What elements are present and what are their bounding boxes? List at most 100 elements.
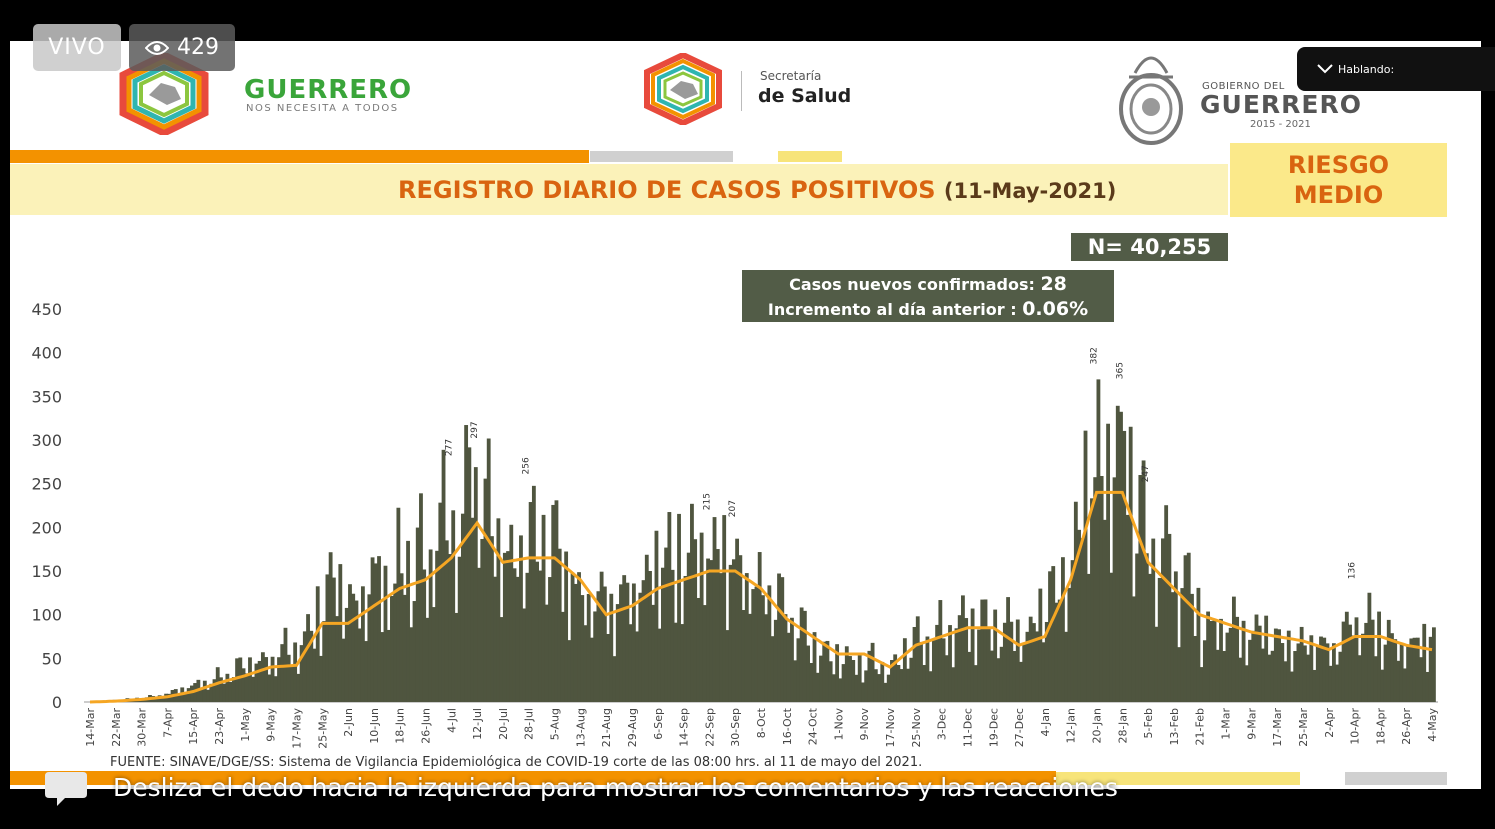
bar — [590, 637, 594, 702]
bar — [1048, 571, 1052, 702]
bar — [612, 656, 617, 702]
bar — [193, 683, 198, 702]
bar — [641, 580, 646, 702]
bar — [431, 607, 436, 702]
bar — [257, 660, 262, 702]
bar — [1402, 668, 1407, 702]
data-label: 297 — [470, 421, 480, 438]
bar — [628, 624, 633, 702]
x-tick-label: 28-Jan — [1116, 708, 1129, 744]
data-label: 277 — [444, 439, 454, 456]
salud-logo-icon — [644, 53, 722, 125]
data-label: 247 — [1141, 465, 1151, 482]
bar — [541, 514, 546, 702]
bar — [973, 665, 978, 702]
bar — [1206, 611, 1211, 702]
bar — [822, 641, 827, 702]
government-label-small: GOBIERNO DEL — [1202, 81, 1285, 92]
bar — [1273, 628, 1278, 702]
bar — [1283, 661, 1288, 702]
salud-divider — [741, 71, 742, 111]
bar — [957, 615, 962, 702]
bar — [254, 663, 259, 702]
bar — [815, 672, 820, 702]
bar — [764, 614, 769, 702]
bar — [167, 693, 172, 702]
x-tick-label: 20-Jan — [1091, 708, 1104, 744]
bar — [1325, 643, 1330, 702]
bar — [1390, 633, 1394, 702]
bar — [938, 600, 943, 702]
bar — [622, 575, 627, 702]
bar — [1144, 553, 1149, 702]
bar — [1331, 643, 1336, 702]
bar — [944, 655, 949, 702]
bar — [1319, 636, 1323, 702]
bar — [406, 540, 410, 702]
bar — [241, 668, 246, 702]
bar — [857, 653, 862, 702]
y-tick-label: 50 — [42, 649, 62, 668]
source-note: FUENTE: SINAVE/DGE/SS: Sistema de Vigila… — [110, 755, 923, 770]
x-tick-label: 2-Apr — [1323, 708, 1336, 738]
bar — [693, 539, 698, 702]
bar — [299, 645, 304, 702]
bar — [286, 654, 291, 702]
bar — [738, 555, 743, 702]
bar — [280, 644, 285, 702]
bar — [783, 614, 788, 702]
bar — [725, 630, 730, 702]
bar — [696, 597, 701, 702]
bar — [1154, 626, 1159, 702]
x-tick-label: 16-Oct — [781, 707, 794, 745]
daily-cases-chart: 0 50 100 150 200 250 300 350 400 450 297 382 365 247 2… — [31, 300, 1439, 749]
bar — [819, 655, 823, 702]
bar — [557, 548, 562, 702]
bar — [1383, 644, 1388, 702]
bar — [225, 673, 230, 702]
x-tick-label: 10-Apr — [1349, 708, 1362, 745]
bar — [1296, 643, 1301, 702]
talking-indicator[interactable]: Hablando: — [1297, 47, 1495, 91]
bar — [902, 638, 907, 702]
bar — [880, 661, 885, 702]
bar — [609, 593, 614, 702]
bar — [1161, 538, 1165, 702]
bar — [354, 600, 359, 702]
bar — [1354, 617, 1359, 702]
bar — [702, 605, 707, 702]
bar — [951, 667, 956, 702]
increment-value: 0.06% — [1022, 298, 1089, 320]
bar — [1015, 619, 1020, 702]
bar — [1344, 611, 1349, 702]
y-tick-label: 100 — [31, 606, 62, 625]
bar — [448, 554, 452, 702]
bar — [719, 573, 723, 702]
bar — [844, 646, 849, 702]
bar — [648, 570, 652, 702]
x-tick-label: 4-Jan — [1039, 708, 1052, 737]
bar — [509, 524, 514, 702]
comment-icon[interactable] — [43, 770, 89, 810]
bar — [460, 513, 465, 702]
x-tick-label: 17-Mar — [1271, 708, 1284, 747]
x-tick-label: 4-May — [1426, 708, 1439, 742]
bar — [912, 627, 917, 702]
salud-label-small: Secretaría — [760, 69, 822, 83]
bar — [1102, 519, 1107, 702]
bar — [1077, 529, 1081, 702]
chevron-down-icon[interactable] — [1317, 64, 1333, 74]
bar — [964, 618, 969, 702]
bar — [899, 669, 904, 702]
bar — [470, 517, 475, 702]
bar — [515, 576, 520, 702]
bar — [1002, 622, 1007, 702]
bar — [638, 592, 643, 702]
bar — [525, 572, 530, 702]
bar — [835, 644, 840, 702]
bar — [757, 552, 762, 702]
bar — [177, 694, 181, 702]
bar — [673, 622, 678, 702]
bar — [748, 613, 752, 702]
bar — [451, 510, 456, 702]
